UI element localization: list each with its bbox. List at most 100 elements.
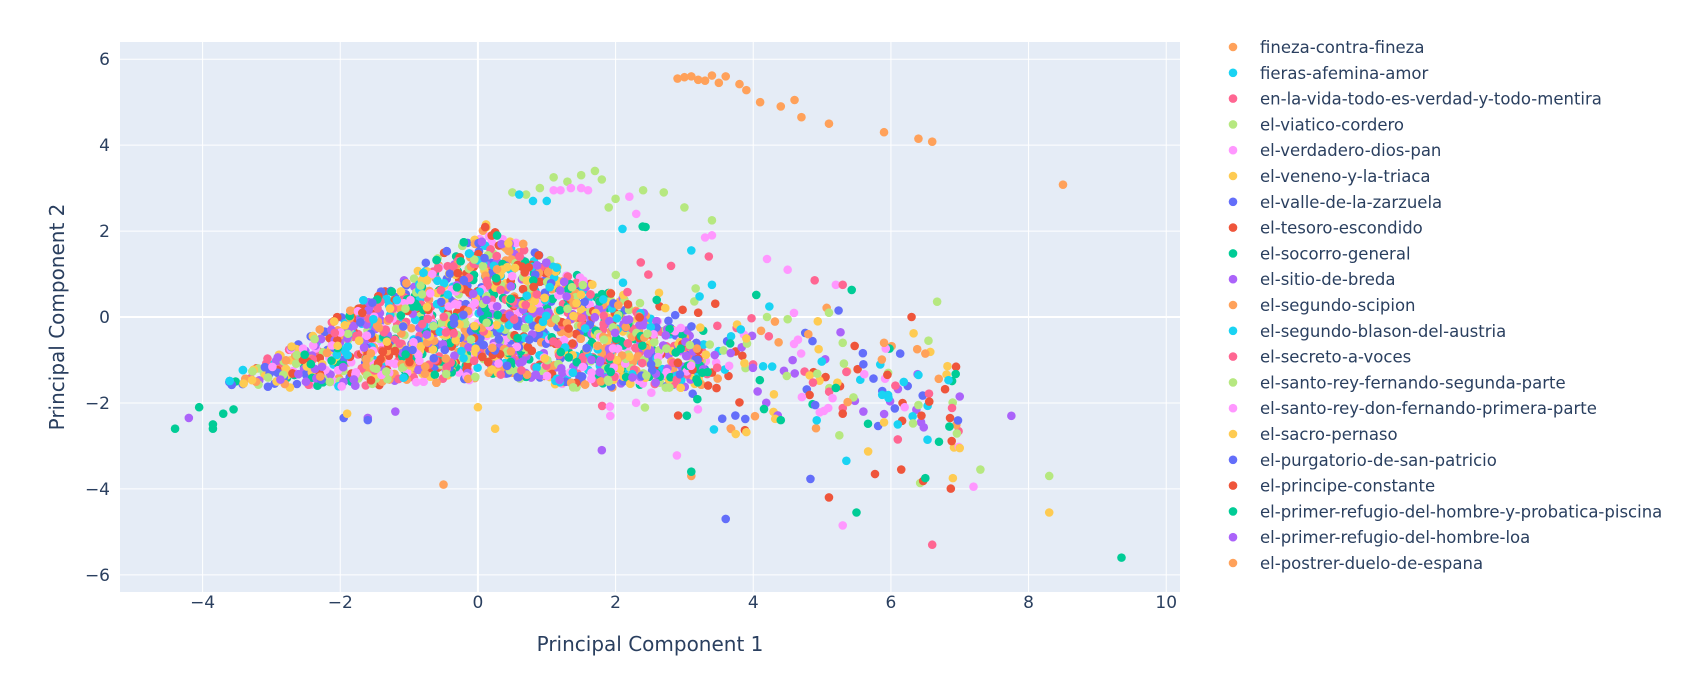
legend-item[interactable]: el-sitio-de-breda xyxy=(1228,270,1396,289)
scatter-point xyxy=(944,375,953,385)
scatter-point xyxy=(810,276,819,285)
scatter-point xyxy=(449,262,458,271)
scatter-point xyxy=(366,376,376,385)
legend-marker xyxy=(1228,378,1238,387)
scatter-point xyxy=(515,358,525,368)
legend-marker xyxy=(1228,94,1238,103)
legend-item[interactable]: el-primer-refugio-del-hombre-loa xyxy=(1228,528,1531,547)
legend-item[interactable]: el-santo-rey-fernando-segunda-parte xyxy=(1228,373,1566,392)
legend-item[interactable]: fineza-contra-fineza xyxy=(1228,38,1425,57)
scatter-point xyxy=(470,321,479,331)
scatter-point xyxy=(420,362,430,371)
legend-item[interactable]: el-tesoro-escondido xyxy=(1228,219,1423,238)
scatter-point xyxy=(405,357,414,367)
scatter-point xyxy=(218,409,228,418)
legend-item[interactable]: el-principe-constante xyxy=(1228,477,1435,496)
legend-item[interactable]: el-postrer-duelo-de-espana xyxy=(1228,554,1483,573)
scatter-point xyxy=(895,349,905,358)
scatter-point xyxy=(494,335,504,344)
scatter-point xyxy=(835,431,844,440)
scatter-point xyxy=(673,358,683,368)
legend-item[interactable]: el-socorro-general xyxy=(1228,244,1411,263)
scatter-point xyxy=(870,469,880,479)
scatter-point xyxy=(863,419,873,429)
scatter-point xyxy=(700,233,710,242)
scatter-point xyxy=(815,408,825,417)
x-tick-label: −4 xyxy=(190,593,215,613)
scatter-point xyxy=(470,255,479,264)
scatter-point xyxy=(301,377,311,387)
scatter-point xyxy=(707,231,717,240)
legend-item[interactable]: el-purgatorio-de-san-patricio xyxy=(1228,451,1497,470)
legend-item[interactable]: el-primer-refugio-del-hombre-y-probatica… xyxy=(1228,502,1663,521)
scatter-point xyxy=(423,314,432,324)
legend-item[interactable]: el-valle-de-la-zarzuela xyxy=(1228,193,1442,212)
legend-marker xyxy=(1228,507,1238,516)
scatter-point xyxy=(852,508,861,517)
scatter-point xyxy=(721,514,731,524)
y-tick-label: 2 xyxy=(99,222,110,242)
legend[interactable]: fineza-contra-fineza fieras-afemina-amor e… xyxy=(1228,38,1663,573)
scatter-point xyxy=(625,192,634,201)
scatter-point xyxy=(316,334,326,344)
scatter-point xyxy=(790,95,799,105)
legend-label: el-purgatorio-de-san-patricio xyxy=(1260,451,1497,470)
scatter-point xyxy=(838,338,848,348)
scatter-point xyxy=(665,324,674,334)
legend-item[interactable]: el-verdadero-dios-pan xyxy=(1228,141,1442,160)
legend-item[interactable]: el-santo-rey-don-fernando-primera-parte xyxy=(1228,399,1597,418)
scatter-point xyxy=(528,276,538,285)
legend-item[interactable]: en-la-vida-todo-es-verdad-y-todo-mentira xyxy=(1228,90,1602,109)
scatter-point xyxy=(596,377,606,386)
legend-label: el-segundo-scipion xyxy=(1260,296,1416,315)
scatter-point xyxy=(721,72,731,81)
scatter-point xyxy=(605,411,615,421)
scatter-point xyxy=(810,400,820,410)
scatter-point xyxy=(333,341,342,351)
scatter-point xyxy=(406,295,415,305)
scatter-point xyxy=(402,278,411,288)
scatter-point xyxy=(636,258,646,267)
scatter-point xyxy=(947,403,957,413)
scatter-point xyxy=(595,367,605,377)
legend-item[interactable]: el-secreto-a-voces xyxy=(1228,348,1412,367)
legend-item[interactable]: el-veneno-y-la-triaca xyxy=(1228,167,1431,186)
scatter-point xyxy=(654,288,664,298)
scatter-point xyxy=(678,305,687,315)
scatter-point xyxy=(520,323,530,333)
scatter-point xyxy=(478,261,488,271)
scatter-point xyxy=(263,373,273,382)
scatter-point xyxy=(597,175,607,184)
scatter-point xyxy=(281,356,291,365)
scatter-point xyxy=(482,276,492,286)
scatter-point xyxy=(676,344,685,353)
scatter-point xyxy=(666,261,676,271)
scatter-point xyxy=(625,352,634,362)
scatter-point xyxy=(834,306,843,315)
scatter-point xyxy=(651,378,661,387)
legend-item[interactable]: el-sacro-pernaso xyxy=(1228,425,1398,444)
legend-item[interactable]: fieras-afemina-amor xyxy=(1228,64,1429,83)
legend-item[interactable]: el-segundo-scipion xyxy=(1228,296,1416,315)
legend-label: fineza-contra-fineza xyxy=(1260,38,1424,57)
legend-marker xyxy=(1228,429,1238,439)
scatter-point xyxy=(479,340,488,350)
scatter-point xyxy=(463,374,473,384)
scatter-point xyxy=(522,276,532,285)
scatter-point xyxy=(534,250,544,260)
scatter-point xyxy=(530,296,540,306)
x-tick-label: 4 xyxy=(748,593,759,613)
legend-label: el-sacro-pernaso xyxy=(1260,425,1398,444)
scatter-point xyxy=(599,335,609,345)
legend-label: el-segundo-blason-del-austria xyxy=(1260,322,1506,341)
scatter-point xyxy=(432,255,441,265)
scatter-point xyxy=(387,287,396,296)
legend-item[interactable]: el-viatico-cordero xyxy=(1228,115,1404,134)
scatter-point xyxy=(390,346,400,356)
scatter-point xyxy=(356,318,365,327)
scatter-point xyxy=(535,183,545,193)
scatter-point xyxy=(750,411,760,421)
scatter-point xyxy=(535,306,545,316)
legend-item[interactable]: el-segundo-blason-del-austria xyxy=(1228,322,1507,341)
